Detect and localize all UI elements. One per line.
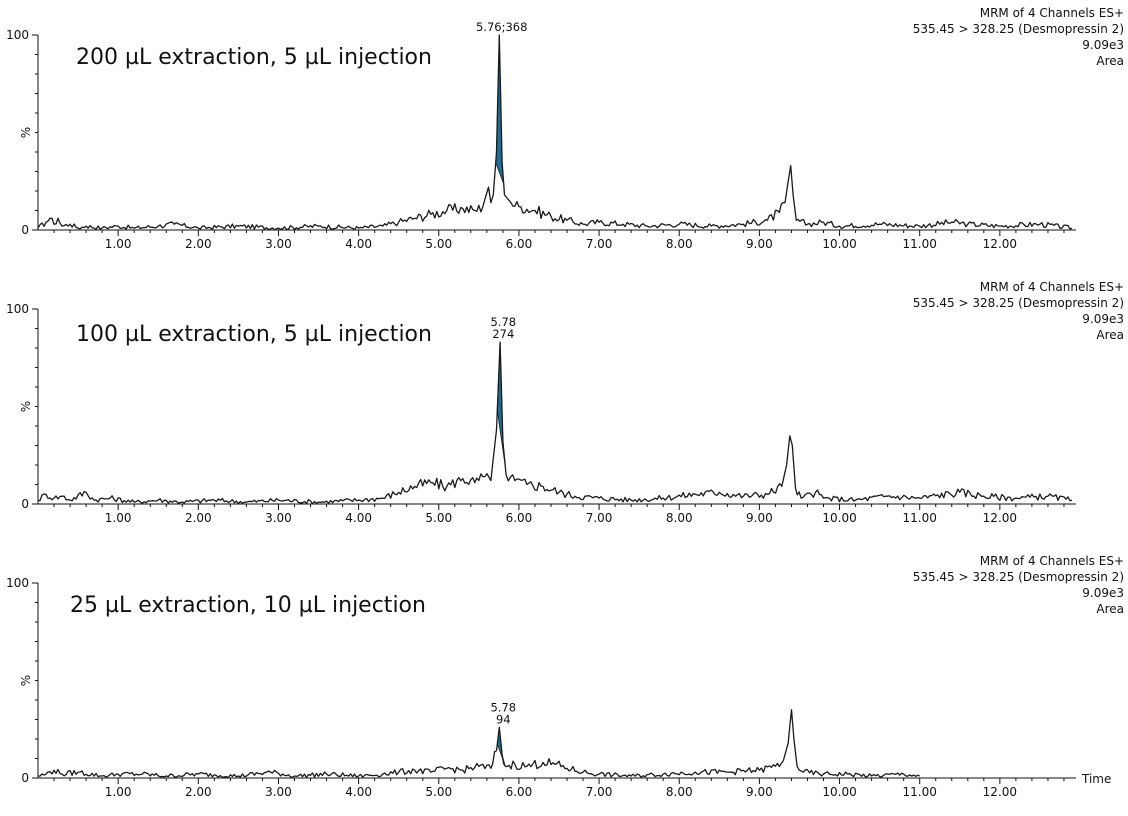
y-tick-label: 100 [6, 576, 29, 590]
x-tick-label: 2.00 [185, 511, 212, 525]
chart-panel-3: 0 100% 1.00 2.00 3.00 4.00 5.00 6.00 7.00 8.00 9.0… [6, 554, 1124, 799]
channel-info-line: 9.09e3 [1082, 38, 1124, 52]
channel-info-line: 9.09e3 [1082, 312, 1124, 326]
x-tick-label: 12.00 [983, 237, 1017, 251]
channel-info-line: MRM of 4 Channels ES+ [980, 280, 1124, 294]
x-tick-label: 5.00 [425, 237, 452, 251]
y-axis-label: % [19, 675, 33, 686]
x-tick-label: 3.00 [265, 237, 292, 251]
x-tick-label: 7.00 [586, 237, 613, 251]
y-tick-label: 100 [6, 28, 29, 42]
y-tick-label: 0 [21, 223, 29, 237]
y-axis-label: % [19, 127, 33, 138]
chart-panel-1: 0 100% 1.00 2.00 3.00 4.00 5.00 6.00 7.00 8.00 9.0… [6, 6, 1124, 251]
peak-label: 274 [492, 327, 514, 341]
peak-label: 5.78 [490, 315, 516, 329]
x-tick-label: 8.00 [666, 511, 693, 525]
chromatogram-trace [37, 34, 1073, 231]
x-tick-label: 2.00 [185, 237, 212, 251]
panel-title: 200 µL extraction, 5 µL injection [76, 45, 432, 70]
x-tick-label: 11.00 [903, 237, 937, 251]
x-tick-label: 5.00 [425, 785, 452, 799]
x-tick-label: 8.00 [666, 237, 693, 251]
y-tick-label: 0 [21, 497, 29, 511]
x-tick-label: 2.00 [185, 785, 212, 799]
x-tick-label: 4.00 [345, 511, 372, 525]
x-tick-label: 6.00 [506, 237, 533, 251]
x-tick-label: 10.00 [822, 237, 856, 251]
peak-label: 5.76;368 [476, 20, 527, 34]
x-tick-label: 1.00 [105, 511, 132, 525]
panel-title: 100 µL extraction, 5 µL injection [76, 322, 432, 347]
x-tick-label: 9.00 [746, 785, 773, 799]
y-tick-label: 100 [6, 302, 29, 316]
chromatogram-trace [37, 341, 1073, 505]
x-tick-label: 9.00 [746, 511, 773, 525]
peak-label: 5.78 [490, 700, 516, 714]
x-tick-label: 11.00 [903, 785, 937, 799]
panel-title: 25 µL extraction, 10 µL injection [70, 593, 426, 618]
x-tick-label: 6.00 [506, 511, 533, 525]
x-tick-label: 6.00 [506, 785, 533, 799]
y-axis-label: % [19, 401, 33, 412]
x-tick-label: 10.00 [822, 511, 856, 525]
chart-panel-2: 0 100% 1.00 2.00 3.00 4.00 5.00 6.00 7.00 8.00 9.0… [6, 280, 1124, 525]
x-tick-label: 10.00 [822, 785, 856, 799]
channel-info-line: Area [1096, 328, 1124, 342]
x-tick-label: 1.00 [105, 237, 132, 251]
channel-info-line: 535.45 > 328.25 (Desmopressin 2) [913, 22, 1124, 36]
x-tick-label: 7.00 [586, 511, 613, 525]
x-tick-label: 12.00 [983, 785, 1017, 799]
x-tick-label: 3.00 [265, 511, 292, 525]
x-tick-label: 5.00 [425, 511, 452, 525]
x-tick-label: 9.00 [746, 237, 773, 251]
channel-info-line: Area [1096, 54, 1124, 68]
peak-label: 94 [496, 712, 511, 726]
y-tick-label: 0 [21, 771, 29, 785]
x-tick-label: 8.00 [666, 785, 693, 799]
x-tick-label: 7.00 [586, 785, 613, 799]
x-tick-label: 11.00 [903, 511, 937, 525]
channel-info-line: 535.45 > 328.25 (Desmopressin 2) [913, 570, 1124, 584]
channel-info-line: 9.09e3 [1082, 586, 1124, 600]
x-tick-label: 4.00 [345, 237, 372, 251]
x-axis-label: Time [1081, 772, 1111, 786]
x-tick-label: 12.00 [983, 511, 1017, 525]
x-tick-label: 3.00 [265, 785, 292, 799]
chromatogram-trace [37, 709, 920, 779]
channel-info-line: MRM of 4 Channels ES+ [980, 6, 1124, 20]
x-tick-label: 1.00 [105, 785, 132, 799]
channel-info-line: Area [1096, 602, 1124, 616]
x-tick-label: 4.00 [345, 785, 372, 799]
channel-info-line: MRM of 4 Channels ES+ [980, 554, 1124, 568]
channel-info-line: 535.45 > 328.25 (Desmopressin 2) [913, 296, 1124, 310]
